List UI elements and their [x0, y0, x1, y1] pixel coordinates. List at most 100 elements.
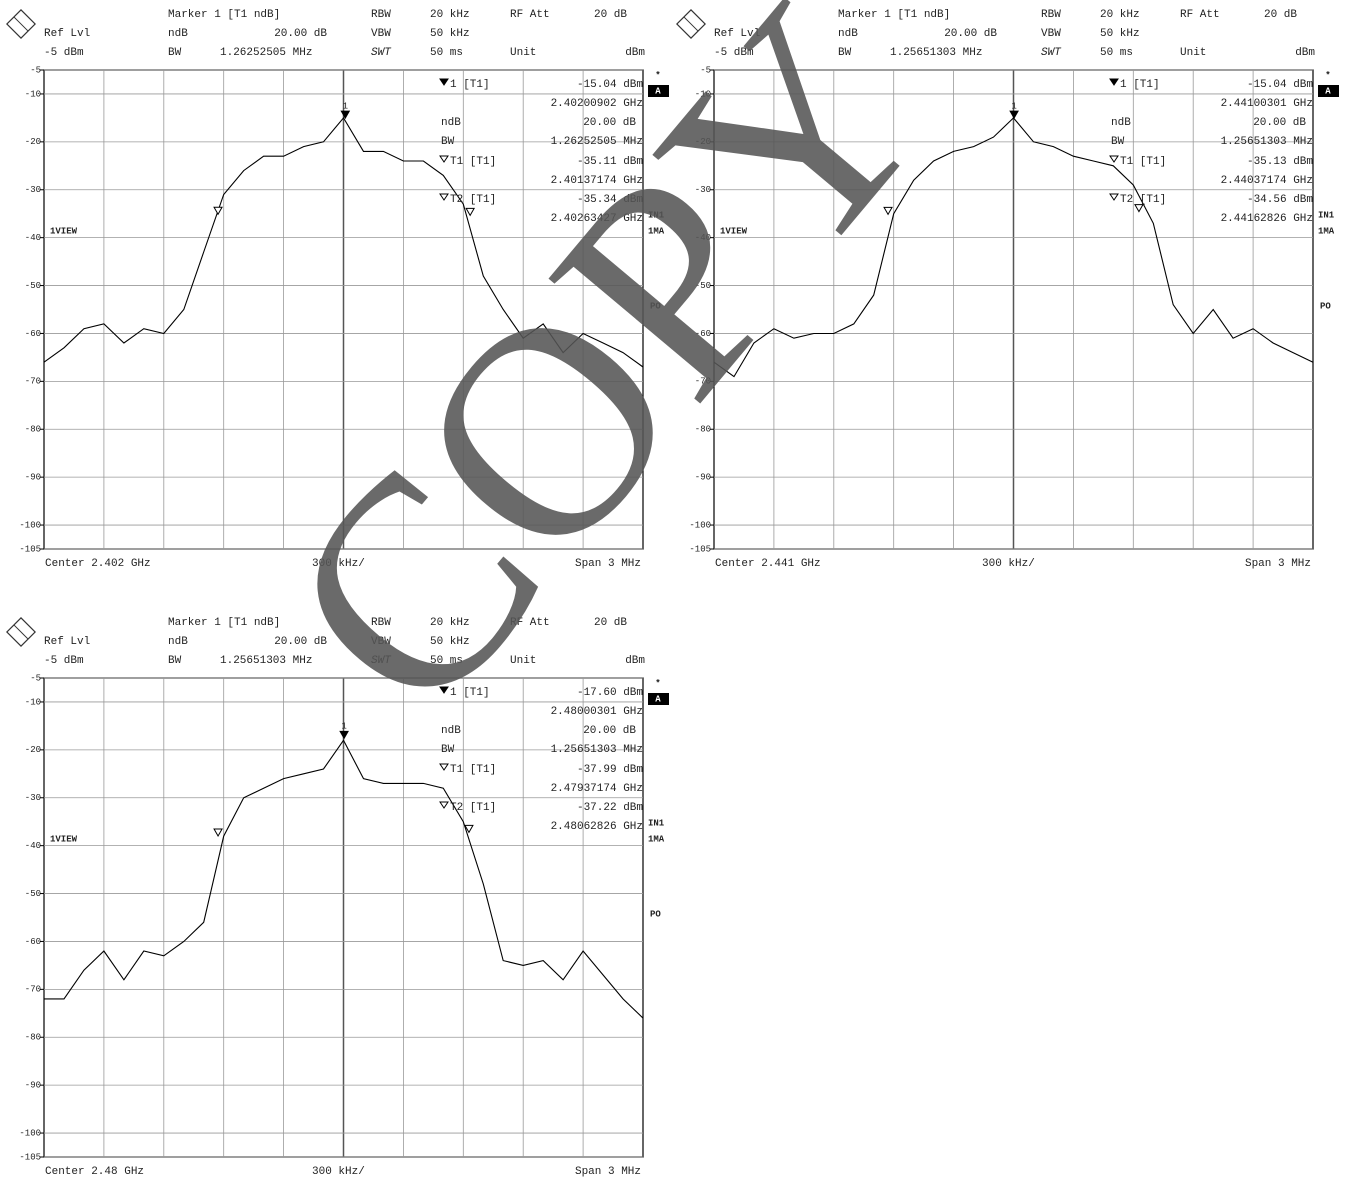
ndb-label: ndB — [1111, 117, 1131, 129]
header-text: BW — [838, 47, 852, 59]
trace-badge — [648, 693, 669, 705]
header-text: 20 kHz — [1100, 9, 1140, 21]
marker-level: -15.04 dBm — [1247, 79, 1313, 91]
trace — [44, 739, 644, 1019]
side-label: PO — [1320, 301, 1331, 311]
y-tick-label: -50 — [695, 281, 711, 291]
y-tick-label: -70 — [695, 377, 711, 387]
header-text: 50 ms — [1100, 47, 1133, 59]
marker-icon — [439, 801, 449, 809]
y-tick-label: -30 — [25, 185, 41, 195]
y-tick-label: -5 — [700, 65, 711, 75]
y-tick-label: -30 — [25, 793, 41, 803]
y-tick-label: -60 — [695, 329, 711, 339]
side-label: 1VIEW — [50, 226, 78, 236]
marker-frequency: 2.40263427 GHz — [551, 213, 643, 225]
bw-label: BW — [441, 136, 455, 148]
y-tick-label: -70 — [25, 985, 41, 995]
marker-icon — [439, 686, 449, 694]
marker-name: T1 [T1] — [450, 764, 496, 776]
footer-text: 300 kHz/ — [982, 558, 1035, 570]
marker-level: -35.34 dBm — [577, 194, 643, 206]
header-text: ndB — [838, 28, 858, 40]
header-text: 20 dB — [594, 617, 627, 629]
marker-name: T1 [T1] — [1120, 156, 1166, 168]
marker-symbol — [464, 824, 474, 834]
y-tick-label: -100 — [689, 520, 711, 530]
header-text: SWT — [1041, 47, 1062, 59]
marker-number: 1 — [343, 101, 348, 111]
side-label: 1MA — [648, 834, 665, 844]
header-text: 1.25651303 MHz — [220, 655, 312, 667]
header-text: Unit — [1180, 47, 1206, 59]
footer-text: 300 kHz/ — [312, 558, 365, 570]
header-text: RF Att — [510, 9, 550, 21]
header-text: ndB — [168, 636, 188, 648]
y-tick-label: -90 — [695, 473, 711, 483]
marker-level: -35.11 dBm — [577, 156, 643, 168]
marker-name: 1 [T1] — [450, 79, 490, 91]
footer-text: Span 3 MHz — [1245, 558, 1311, 570]
side-label: 1VIEW — [720, 226, 748, 236]
side-label: A — [1325, 86, 1331, 96]
y-tick-label: -40 — [695, 233, 711, 243]
marker-level: -37.99 dBm — [577, 764, 643, 776]
side-label: PO — [650, 301, 661, 311]
header-text: dBm — [625, 47, 645, 59]
y-tick-label: -10 — [695, 89, 711, 99]
side-label: 1VIEW — [50, 834, 78, 844]
header-text: -5 dBm — [44, 47, 84, 59]
header-text: ndB — [168, 28, 188, 40]
header-text: VBW — [1041, 28, 1061, 40]
marker-symbol — [465, 207, 476, 217]
header-text: Unit — [510, 47, 536, 59]
y-tick-label: -80 — [25, 1033, 41, 1043]
y-tick-label: -20 — [695, 137, 711, 147]
y-tick-label: -80 — [25, 425, 41, 435]
header-text: 50 ms — [430, 47, 463, 59]
panels: Marker 1 [T1 ndB] RBW 20 kHz RF Att 20 dB Ref… — [6, 9, 1339, 1178]
header-text: BW — [168, 47, 182, 59]
marker-icon — [1109, 155, 1119, 163]
marker-frequency: 2.47937174 GHz — [551, 783, 643, 795]
header-text: BW — [168, 655, 182, 667]
marker-icon — [439, 78, 449, 86]
header-text: RF Att — [510, 617, 550, 629]
marker-name: T2 [T1] — [450, 194, 496, 206]
header-text: 20.00 dB — [944, 28, 997, 40]
ndb-label: ndB — [441, 725, 461, 737]
footer-text: Center 2.48 GHz — [45, 1166, 144, 1178]
header-text: Ref Lvl — [44, 636, 90, 648]
header-text: 1.25651303 MHz — [890, 47, 982, 59]
header-text: 50 ms — [430, 655, 463, 667]
header-text: VBW — [371, 636, 391, 648]
bw-value: 1.26252505 MHz — [551, 136, 643, 148]
bw-value: 1.25651303 MHz — [551, 744, 643, 756]
marker-name: T2 [T1] — [1120, 194, 1166, 206]
ndb-label: ndB — [441, 117, 461, 129]
y-tick-label: -90 — [25, 1081, 41, 1091]
header-text: 50 kHz — [1100, 28, 1140, 40]
marker-level: -34.56 dBm — [1247, 194, 1313, 206]
y-tick-label: -10 — [25, 89, 41, 99]
marker-name: T2 [T1] — [450, 802, 496, 814]
marker-icon — [1109, 193, 1119, 201]
marker-frequency: 2.48062826 GHz — [551, 821, 643, 833]
header-text: Unit — [510, 655, 536, 667]
side-label: * — [1325, 70, 1330, 80]
bw-label: BW — [1111, 136, 1125, 148]
header-text: 50 kHz — [430, 28, 470, 40]
header-text: 20 dB — [1264, 9, 1297, 21]
bw-value: 1.25651303 MHz — [1221, 136, 1313, 148]
header-text: 20 dB — [594, 9, 627, 21]
y-tick-label: -20 — [25, 137, 41, 147]
rs-logo — [676, 9, 706, 39]
side-label: * — [655, 678, 660, 688]
header-text: RBW — [371, 617, 391, 629]
marker-level: -15.04 dBm — [577, 79, 643, 91]
y-tick-label: -105 — [19, 1152, 41, 1162]
analyzer-panel: Marker 1 [T1 ndB] RBW 20 kHz RF Att 20 dB Ref… — [676, 9, 1339, 570]
marker-icon — [439, 155, 449, 163]
